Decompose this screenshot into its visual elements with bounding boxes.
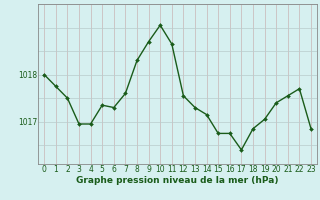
X-axis label: Graphe pression niveau de la mer (hPa): Graphe pression niveau de la mer (hPa) (76, 176, 279, 185)
